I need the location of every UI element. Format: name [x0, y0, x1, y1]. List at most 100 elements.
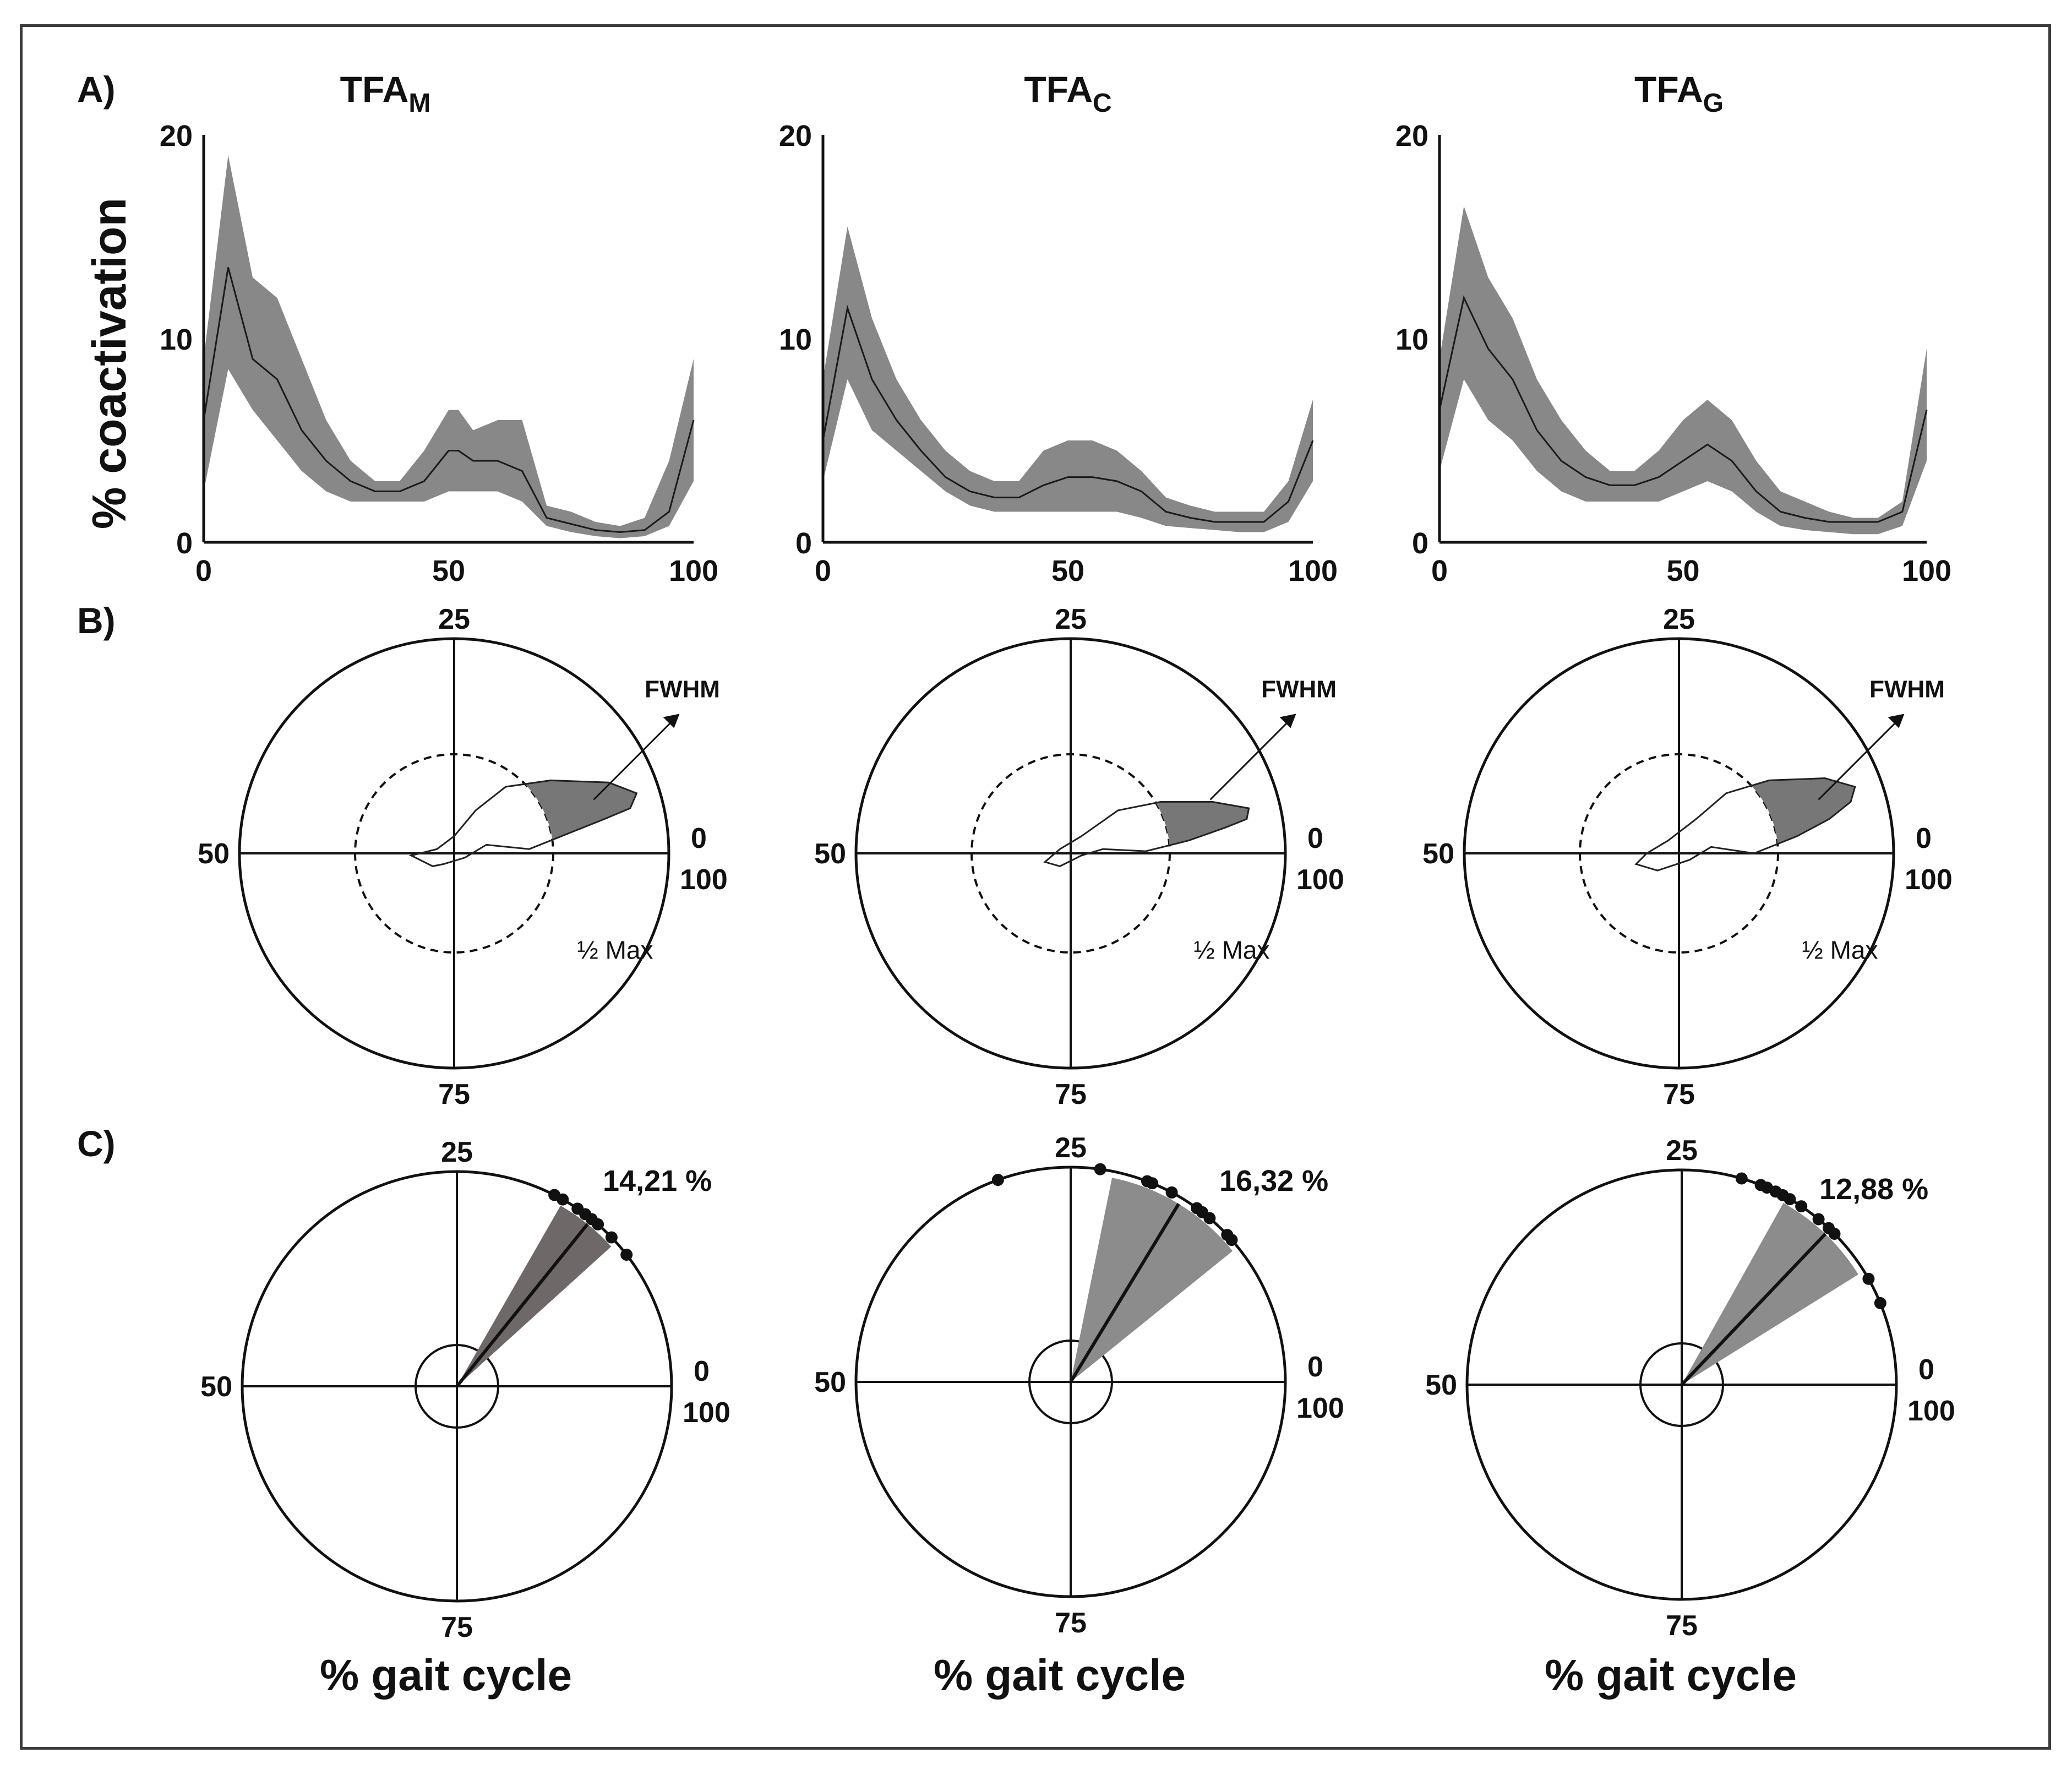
- polar-tick-75: 75: [1055, 1079, 1087, 1110]
- sd-band: [204, 155, 694, 538]
- subject-point: [1874, 1297, 1886, 1309]
- y-tick-label: 20: [779, 119, 812, 153]
- polar-tick-50: 50: [1422, 838, 1454, 870]
- mean-value-label: 16,32 %: [1219, 1164, 1328, 1197]
- polar-tick-100: 100: [683, 1397, 730, 1429]
- polar-tick-100: 100: [1296, 864, 1344, 896]
- fwhm-label: FWHM: [1261, 676, 1337, 703]
- half-max-circle: [970, 753, 1171, 954]
- polar-tick-50: 50: [814, 838, 846, 870]
- chart-title: TFAM: [340, 69, 431, 118]
- subject-point: [592, 1218, 604, 1230]
- activation-curve: [1634, 777, 1856, 872]
- subject-point: [991, 1174, 1004, 1186]
- subject-point: [620, 1249, 633, 1261]
- subject-point: [1784, 1193, 1796, 1206]
- y-tick-label: 20: [160, 119, 193, 153]
- polar-tick-75: 75: [1663, 1079, 1695, 1110]
- subject-point: [1225, 1234, 1238, 1246]
- half-max-circle: [354, 753, 554, 954]
- polar-mean-2: 25 50 0 100 75 16,32 % % gait cycle: [814, 1132, 1344, 1700]
- activation-curve: [1043, 801, 1250, 868]
- chart-title-base: TFA: [340, 69, 409, 110]
- polar-tick-0: 0: [1916, 823, 1932, 854]
- mean-value-label: 12,88 %: [1819, 1173, 1928, 1206]
- polar-tick-100: 100: [1907, 1395, 1955, 1427]
- panel-label-c: C): [77, 1123, 116, 1164]
- x-tick-label: 0: [815, 554, 831, 587]
- x-tick-label: 50: [1666, 554, 1699, 587]
- x-tick-label: 0: [195, 554, 212, 587]
- inner-circle: [1028, 1340, 1113, 1424]
- polar-mean-charts: 25 50 0 100 75 14,21 % % gait cycle 25 50 0 100 75 1…: [200, 1132, 1955, 1700]
- polar-tick-50: 50: [814, 1366, 846, 1398]
- x-axis-title: % gait cycle: [1545, 1651, 1797, 1700]
- x-tick-label: 0: [1431, 554, 1448, 587]
- fwhm-area: [1045, 802, 1249, 867]
- polar-tick-50: 50: [198, 838, 230, 870]
- subject-point: [1735, 1172, 1748, 1185]
- y-tick-label: 10: [1395, 323, 1428, 356]
- subject-point: [557, 1193, 569, 1206]
- y-tick-label: 0: [176, 527, 193, 560]
- polar-tick-75: 75: [1666, 1610, 1698, 1642]
- polar-tick-25: 25: [1055, 1132, 1087, 1164]
- x-axis-title: % gait cycle: [934, 1651, 1186, 1700]
- inner-circle: [415, 1344, 499, 1429]
- fwhm-arrow-line: [593, 717, 676, 801]
- subject-point: [1203, 1212, 1216, 1224]
- subject-point: [605, 1231, 618, 1244]
- half-max-circle: [1579, 753, 1779, 954]
- subject-point: [1094, 1163, 1106, 1175]
- y-tick-label: 10: [160, 323, 193, 356]
- polar-mean-3: 25 50 0 100 75 12,88 % % gait cycle: [1425, 1135, 1955, 1700]
- subject-point: [1862, 1272, 1875, 1285]
- subject-point: [1146, 1177, 1159, 1190]
- polar-tick-0: 0: [1307, 823, 1323, 854]
- mean-direction-line: [1069, 1203, 1180, 1383]
- chart-title: TFAC: [1024, 69, 1111, 118]
- chart-title-subscript: G: [1703, 89, 1724, 118]
- y-tick-label: 0: [1412, 527, 1428, 560]
- inner-circle: [1639, 1342, 1724, 1427]
- mean-line: [822, 304, 1314, 523]
- polar-tick-100: 100: [1296, 1392, 1344, 1424]
- polar-tick-25: 25: [1666, 1135, 1698, 1167]
- polar-tick-0: 0: [1918, 1354, 1934, 1386]
- polar-tick-25: 25: [438, 603, 470, 635]
- polar-fwhm-1: 25 50 0 100 75 FWHM ½ Max: [198, 603, 728, 1110]
- fwhm-arrow-head: [663, 714, 680, 728]
- mean-value-label: 14,21 %: [603, 1164, 712, 1197]
- fwhm-arrow-head: [1279, 714, 1296, 728]
- y-axis-label: % coactivation: [83, 198, 136, 529]
- mean-direction-line: [1680, 1233, 1827, 1386]
- polar-tick-0: 0: [694, 1355, 710, 1387]
- polar-fwhm-3: 25 50 0 100 75 FWHM ½ Max: [1422, 603, 1953, 1110]
- chart-title-base: TFA: [1024, 69, 1093, 110]
- mean-line: [203, 267, 695, 533]
- sd-band: [823, 226, 1313, 532]
- activation-curve: [408, 779, 638, 867]
- polar-tick-25: 25: [1663, 603, 1695, 635]
- half-max-label: ½ Max: [1193, 936, 1269, 965]
- polar-tick-0: 0: [691, 823, 707, 854]
- confidence-sector: [457, 1205, 612, 1386]
- chart-title-base: TFA: [1634, 69, 1703, 110]
- polar-fwhm-2: 25 50 0 100 75 FWHM ½ Max: [814, 603, 1344, 1110]
- line-chart-3: TFAG 0 10 20 0 50 100: [1395, 69, 1951, 587]
- line-chart-2: TFAC 0 10 20 0 50 100: [779, 69, 1338, 587]
- panel-label-b: B): [77, 600, 116, 641]
- polar-tick-25: 25: [1055, 603, 1087, 635]
- line-chart-1: TFAM 0 10 20 0 50 100: [160, 69, 718, 587]
- fwhm-arrow-line: [1818, 717, 1901, 801]
- subject-point: [1165, 1186, 1178, 1199]
- polar-mean-1: 25 50 0 100 75 14,21 % % gait cycle: [200, 1136, 730, 1700]
- polar-tick-75: 75: [1055, 1607, 1087, 1639]
- fwhm-arrow-line: [1209, 717, 1293, 801]
- polar-tick-25: 25: [441, 1136, 473, 1168]
- fwhm-label: FWHM: [1869, 676, 1945, 703]
- half-max-label: ½ Max: [1802, 936, 1878, 965]
